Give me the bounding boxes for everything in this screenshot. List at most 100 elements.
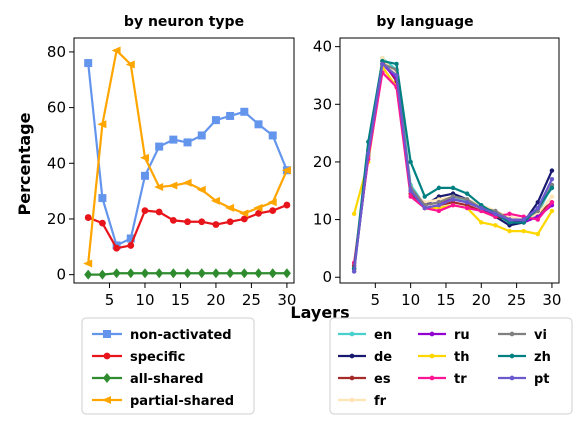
data-point-non-activated (268, 131, 277, 140)
legend-item-non-activated: non-activated (92, 328, 232, 343)
legend-item-vi: vi (498, 328, 547, 343)
data-point-tr (436, 208, 442, 214)
x-tick-label: 30 (542, 291, 561, 309)
data-point-partial-shared (125, 60, 135, 69)
series-line-ru (353, 62, 553, 269)
data-point-tr (549, 200, 555, 205)
x-tick-label: 15 (171, 291, 190, 309)
legend-item-es: es (338, 372, 391, 387)
legend-item-de: de (338, 350, 392, 365)
data-point-specific (198, 218, 206, 226)
data-point-specific (226, 218, 234, 226)
data-point-th (479, 220, 484, 225)
data-point-all-shared (183, 268, 192, 279)
data-point-partial-shared (139, 153, 149, 162)
data-point-pt (549, 177, 555, 182)
data-point-pt (479, 205, 484, 211)
data-point-pt (366, 151, 371, 156)
series-specific (84, 201, 291, 252)
series-tr (351, 70, 555, 266)
legend-item-pt: pt (498, 372, 550, 387)
data-point-all-shared (112, 268, 121, 279)
series-line-tr (353, 71, 553, 263)
legend-item-tr: tr (418, 372, 467, 387)
data-point-all-shared (84, 269, 93, 280)
data-point-non-activated (98, 194, 107, 203)
legend-marker (103, 373, 111, 383)
y-tick-label: 60 (47, 99, 66, 117)
x-axis-label: Layers (290, 303, 349, 322)
legend-marker (349, 331, 355, 337)
y-tick-label: 20 (47, 210, 66, 228)
x-tick-label: 5 (105, 291, 115, 309)
left-y-axis-label: Percentage (15, 112, 34, 215)
data-point-non-activated (155, 142, 164, 151)
data-point-partial-shared (168, 181, 178, 190)
series-en (351, 55, 555, 268)
legend-marker (103, 330, 111, 338)
right-legend: en de es fr ru th tr vi zh pt (329, 317, 573, 415)
legend-label: partial-shared (130, 394, 234, 409)
data-point-zh (549, 185, 555, 191)
plot-frame (73, 37, 295, 284)
data-point-partial-shared (267, 198, 277, 207)
data-point-all-shared (197, 268, 206, 279)
data-point-all-shared (169, 268, 178, 279)
data-point-tr (507, 211, 512, 217)
legend-marker (349, 353, 355, 359)
data-point-zh (408, 159, 413, 165)
data-point-specific (84, 214, 92, 221)
data-point-partial-shared (225, 203, 235, 212)
x-tick-label: 30 (277, 291, 296, 309)
legend-label: all-shared (130, 372, 203, 387)
data-point-zh (422, 194, 427, 199)
legend-item-zh: zh (498, 350, 551, 365)
series-partial-shared (83, 46, 291, 268)
data-point-all-shared (254, 268, 263, 279)
data-point-partial-shared (182, 178, 192, 187)
data-point-all-shared (240, 268, 249, 279)
data-point-pt (436, 202, 442, 208)
legend-marker (349, 397, 355, 403)
data-point-all-shared (268, 268, 277, 279)
series-line-partial-shared (87, 49, 288, 264)
data-point-non-activated (126, 234, 135, 243)
data-point-non-activated (197, 131, 206, 140)
legend-item-partial-shared: partial-shared (92, 394, 234, 409)
data-point-specific (184, 218, 191, 226)
y-tick-label: 80 (47, 43, 66, 61)
data-point-tr (535, 217, 541, 222)
x-tick-label: 10 (401, 291, 420, 309)
legend-label: pt (534, 372, 550, 387)
data-point-specific (269, 207, 277, 215)
series-line-zh (353, 59, 553, 269)
data-point-specific (155, 208, 163, 216)
data-point-pt (493, 211, 498, 217)
series-pt (351, 61, 555, 274)
x-tick-label: 10 (135, 291, 154, 309)
y-tick-label: 20 (313, 153, 332, 171)
data-point-all-shared (155, 268, 164, 279)
x-tick-label: 20 (206, 291, 225, 309)
data-point-zh (436, 185, 442, 191)
series-th (351, 64, 555, 237)
x-tick-label: 5 (371, 291, 381, 309)
data-point-non-activated (140, 171, 149, 180)
data-point-pt (351, 269, 357, 274)
data-point-partial-shared (111, 46, 121, 55)
legend-marker (103, 352, 111, 360)
left-legend: non-activated specific all-shared partial-s… (81, 317, 255, 415)
data-point-pt (507, 217, 512, 222)
data-point-partial-shared (253, 203, 263, 212)
y-tick-label: 0 (322, 268, 332, 286)
legend-marker (509, 375, 515, 381)
data-point-partial-shared (210, 196, 220, 205)
data-point-partial-shared (281, 166, 291, 175)
data-point-all-shared (211, 268, 220, 279)
left-panel-title: by neuron type (124, 14, 244, 30)
series-line-pt (353, 62, 553, 272)
series-fr (351, 55, 555, 266)
y-tick-label: 0 (56, 266, 66, 284)
legend-label: de (374, 350, 392, 365)
series-line-non-activated (87, 62, 288, 247)
